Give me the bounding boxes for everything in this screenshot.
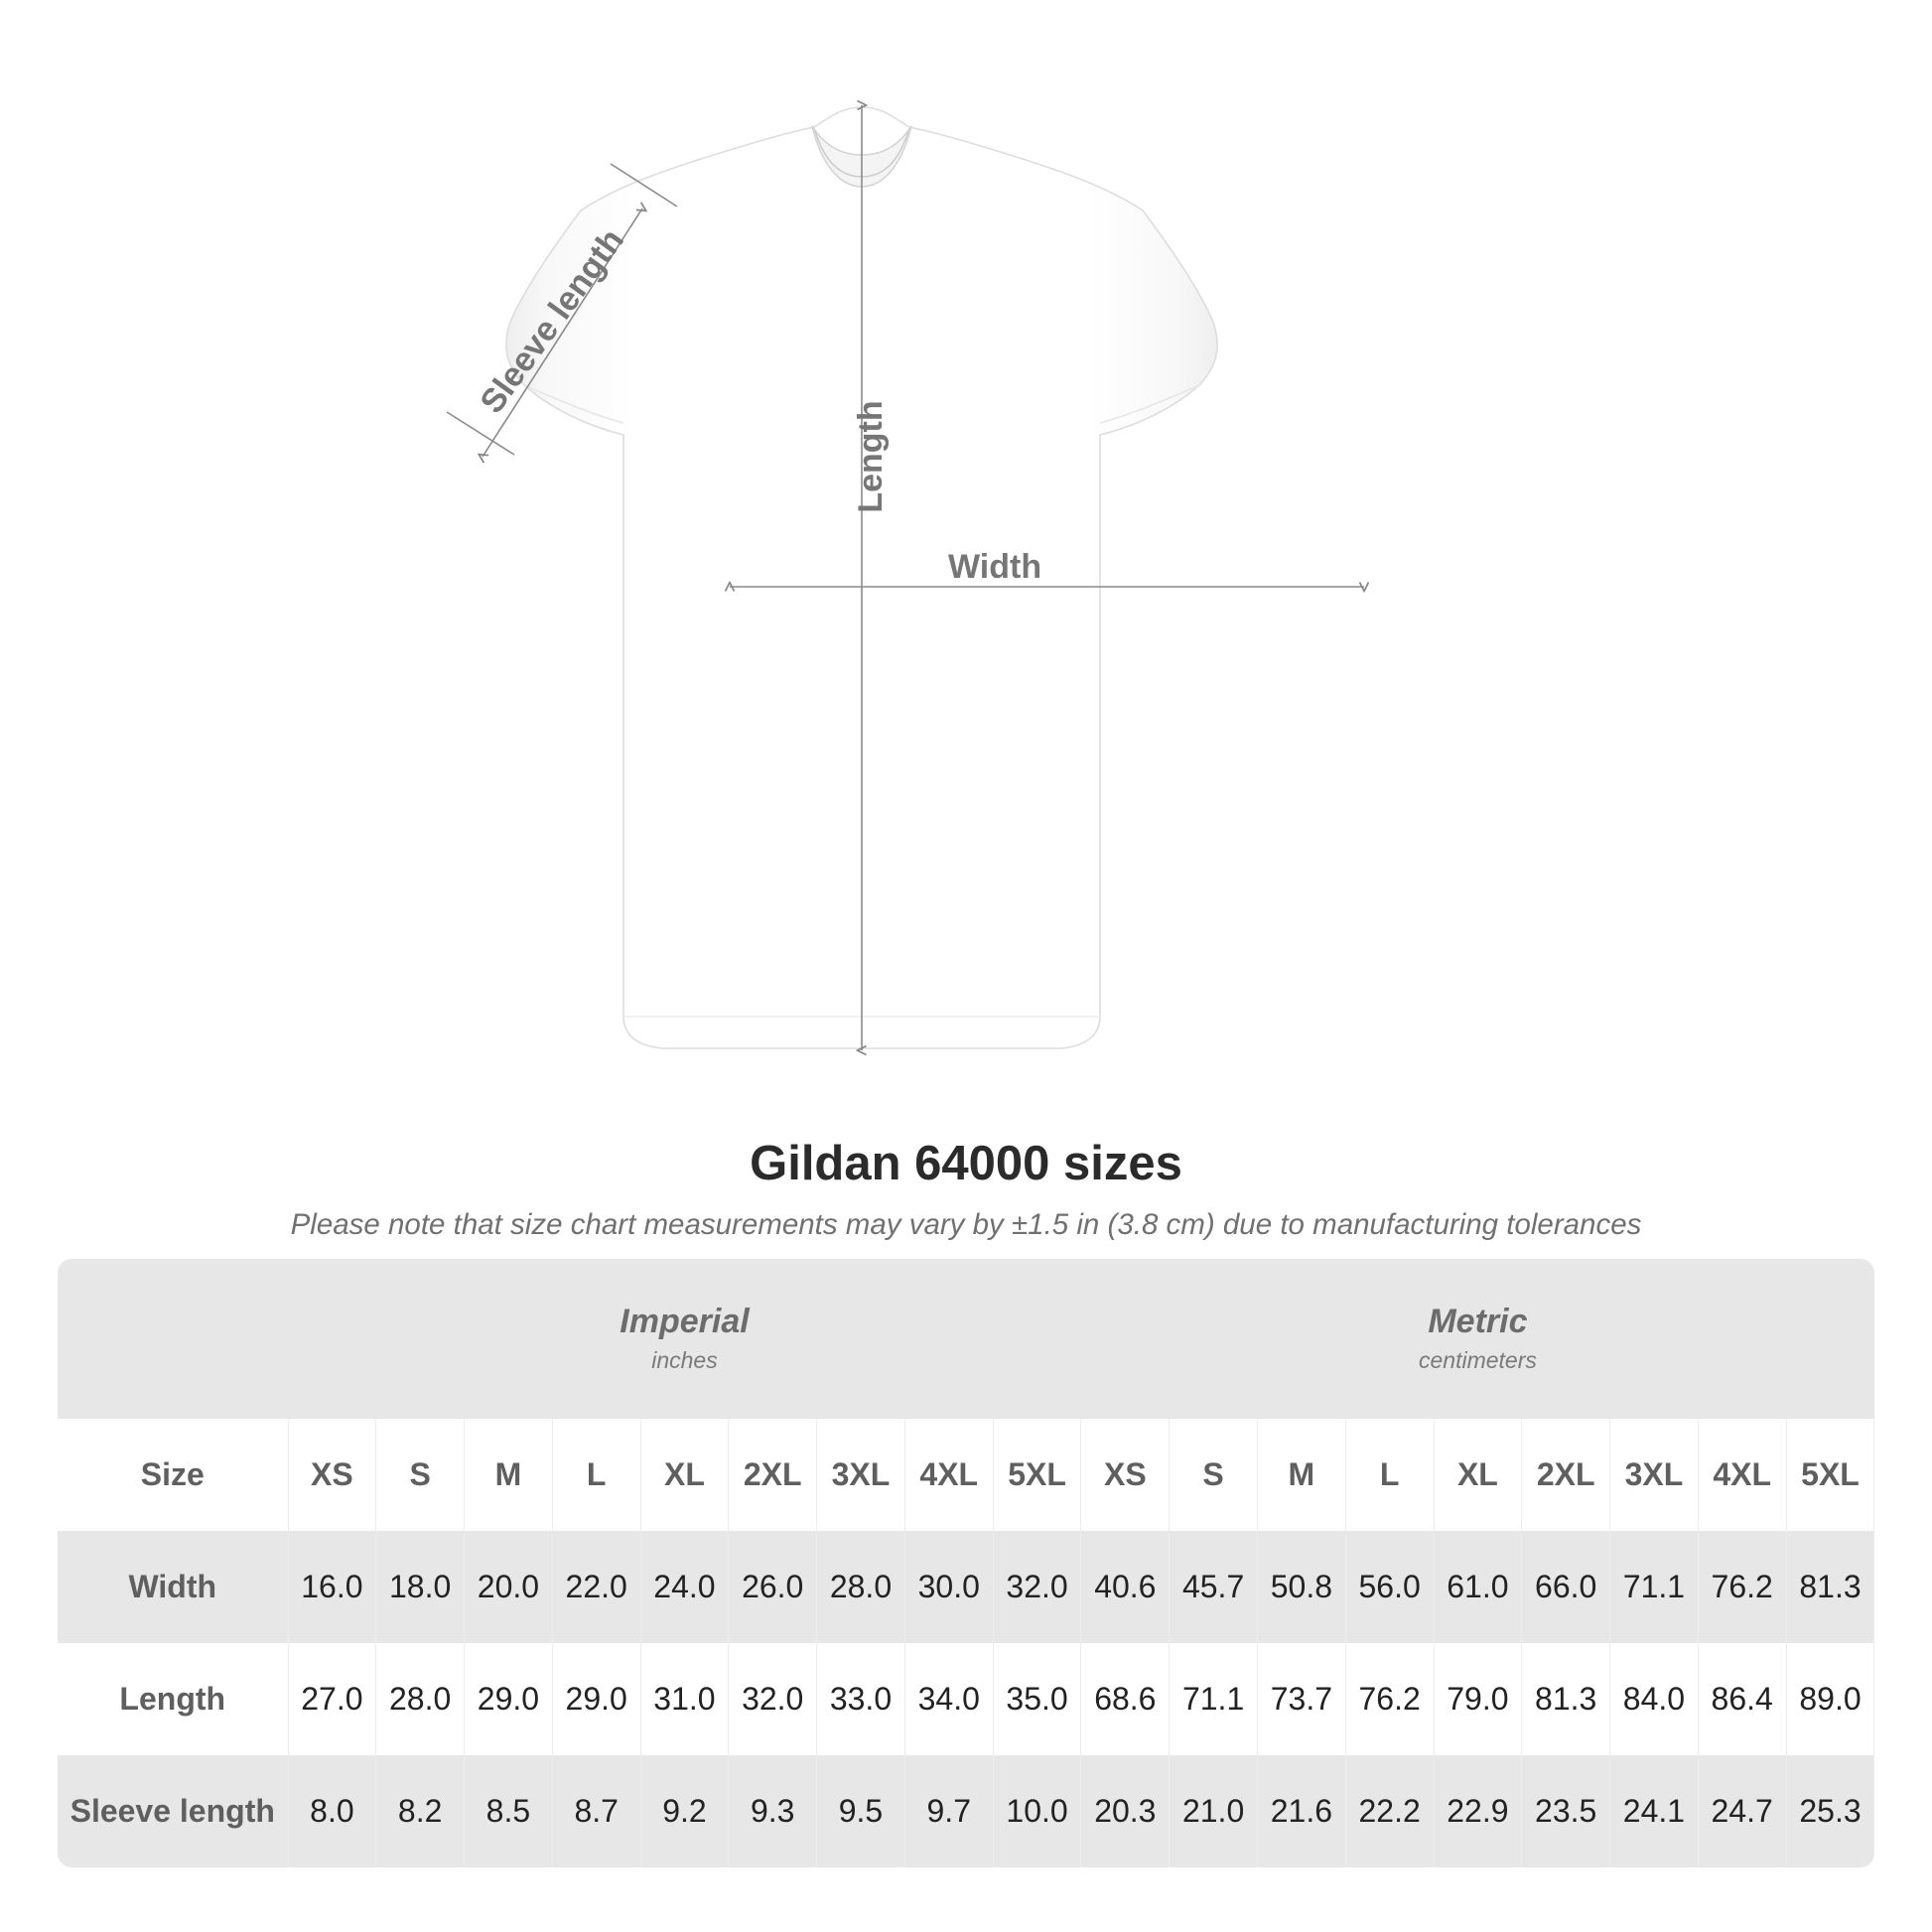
svg-text:Width: Width [948, 548, 1041, 586]
svg-text:Length: Length [852, 400, 890, 512]
